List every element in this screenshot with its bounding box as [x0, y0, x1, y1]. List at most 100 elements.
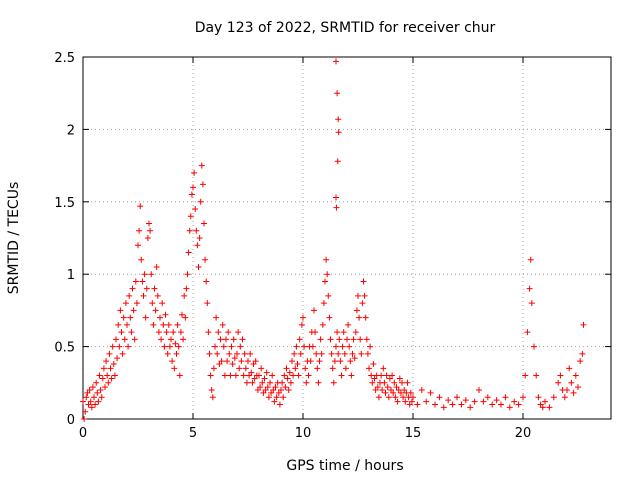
data-point [129, 285, 136, 292]
data-point [237, 343, 244, 350]
data-point [127, 314, 134, 321]
data-point [542, 398, 548, 405]
data-point [197, 198, 204, 205]
data-point [196, 235, 203, 241]
data-point [118, 329, 125, 336]
data-point [89, 384, 96, 391]
data-point [114, 355, 121, 362]
data-point [489, 401, 496, 408]
data-point [181, 292, 188, 299]
data-point [289, 358, 295, 365]
data-point [471, 398, 478, 405]
data-point [561, 394, 568, 401]
data-point [174, 321, 181, 328]
data-point [293, 343, 300, 350]
data-point [300, 314, 306, 321]
data-point [370, 360, 377, 367]
data-point [305, 372, 312, 379]
data-point [110, 360, 117, 367]
data-point [214, 350, 221, 357]
data-point [91, 394, 97, 401]
data-point [322, 278, 328, 285]
data-point [186, 227, 193, 234]
data-point [511, 398, 518, 405]
data-point [301, 343, 308, 350]
data-point [93, 379, 100, 386]
data-point [128, 329, 135, 336]
data-point [286, 369, 293, 376]
data-point [317, 336, 324, 343]
data-point [493, 397, 500, 404]
data-point [579, 350, 586, 357]
data-point [323, 256, 330, 263]
data-point [307, 358, 314, 365]
data-point [440, 404, 447, 411]
data-point [243, 379, 250, 386]
data-point [159, 300, 166, 307]
data-point [357, 336, 364, 343]
data-point [291, 350, 298, 357]
data-point [333, 343, 339, 350]
data-point [400, 394, 407, 401]
data-point [238, 358, 245, 365]
data-point [404, 379, 411, 386]
data-point [192, 206, 199, 213]
data-point [231, 355, 238, 362]
data-point [535, 394, 542, 401]
data-point [213, 314, 220, 321]
data-point [184, 271, 191, 278]
data-point [394, 398, 401, 405]
data-point [227, 372, 234, 379]
data-point [245, 358, 251, 365]
y-axis-label: SRMTID / TECUs [6, 182, 22, 295]
data-point [555, 379, 562, 386]
data-point [278, 387, 284, 394]
data-point [402, 398, 409, 405]
data-point [208, 387, 215, 394]
data-point [331, 358, 338, 365]
data-point [149, 300, 156, 307]
data-point [506, 404, 513, 411]
data-point [249, 379, 256, 386]
data-point [86, 387, 93, 394]
data-point [207, 372, 214, 379]
data-point [302, 365, 309, 372]
data-point [348, 372, 355, 379]
data-point [550, 394, 557, 401]
data-point [144, 235, 151, 241]
data-point [325, 292, 332, 299]
data-point [122, 300, 129, 307]
data-point [170, 329, 177, 336]
data-point [324, 271, 331, 278]
data-point [334, 329, 341, 336]
data-point [313, 350, 320, 357]
data-point [375, 394, 382, 401]
data-point [199, 181, 206, 188]
data-point [316, 358, 323, 365]
data-point [239, 336, 246, 343]
data-point [136, 227, 143, 234]
data-point [408, 398, 415, 405]
data-point [498, 401, 504, 408]
data-point [520, 394, 526, 401]
data-point [183, 285, 190, 292]
data-point [279, 379, 286, 386]
data-point [147, 227, 154, 234]
data-point [309, 343, 316, 350]
x-tick-label: 15 [405, 426, 422, 441]
data-point [187, 213, 194, 220]
data-point [349, 350, 356, 357]
data-point [161, 343, 168, 350]
data-point [81, 416, 88, 422]
data-point [318, 350, 325, 357]
y-tick-label: 2.5 [54, 51, 75, 66]
data-point [458, 401, 465, 408]
data-point [276, 401, 283, 408]
data-point [141, 271, 148, 278]
data-point [336, 336, 343, 343]
y-tick-label: 1 [67, 268, 75, 283]
data-point [154, 292, 161, 299]
data-point [476, 387, 482, 394]
data-point [164, 350, 171, 357]
